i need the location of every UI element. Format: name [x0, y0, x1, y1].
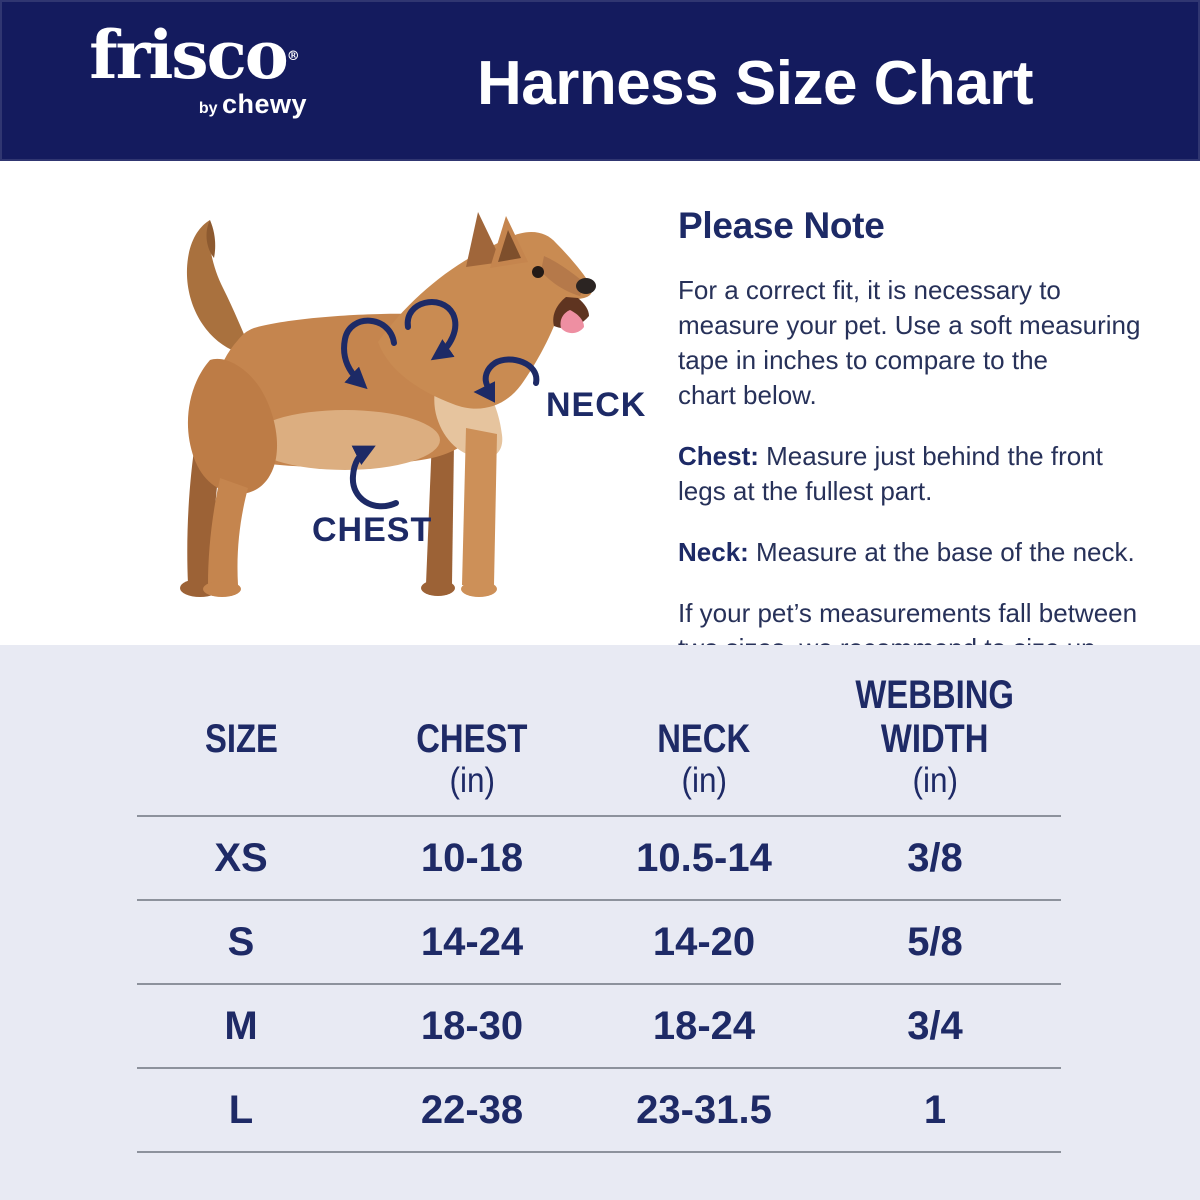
column-header-webbing-width: WEBBING WIDTH (in) — [855, 673, 1015, 800]
cell-neck: 10.5-14 — [636, 835, 772, 880]
cell-webbing: 3/4 — [907, 1003, 963, 1048]
column-header-chest: CHEST (in) — [416, 717, 528, 800]
table-row-m: M 18-30 18-24 3/4 — [137, 983, 1061, 1067]
neck-instruction-text: Measure at the base of the neck. — [748, 537, 1135, 567]
note-intro: For a correct fit, it is necessary to me… — [678, 275, 1141, 410]
neck-instruction-label: Neck: — [678, 537, 749, 567]
table-row-l: L 22-38 23-31.5 1 — [137, 1067, 1061, 1151]
table-row-s: S 14-24 14-20 5/8 — [137, 899, 1061, 983]
note-heading: Please Note — [678, 205, 885, 246]
cell-size: XS — [214, 835, 268, 880]
cell-size: M — [224, 1003, 258, 1048]
size-chart-section: SIZE CHEST (in) NECK (in) WEBBING WIDTH … — [0, 645, 1200, 1200]
header-banner: frisco® by chewy Harness Size Chart — [0, 0, 1200, 161]
cell-neck: 18-24 — [652, 1003, 756, 1048]
frisco-wordmark: frisco® — [72, 22, 317, 88]
neck-label: NECK — [546, 386, 647, 424]
cell-size: S — [227, 919, 255, 964]
chewy-wordmark: chewy — [221, 89, 307, 119]
table-header-row: SIZE CHEST (in) NECK (in) WEBBING WIDTH … — [137, 645, 1061, 815]
cell-chest: 18-30 — [420, 1003, 524, 1048]
chest-instruction-text: Measure just behind the front legs at th… — [678, 441, 1103, 506]
page-title: Harness Size Chart — [476, 49, 1034, 118]
cell-webbing: 5/8 — [907, 919, 963, 964]
chest-label: CHEST — [312, 511, 433, 549]
chest-instruction: Chest: Measure just behind the front leg… — [678, 439, 1183, 509]
byline-by-text: by — [198, 100, 218, 117]
size-chart-table: SIZE CHEST (in) NECK (in) WEBBING WIDTH … — [137, 645, 1061, 1153]
cell-neck: 23-31.5 — [636, 1087, 772, 1132]
chest-instruction-label: Chest: — [678, 441, 759, 471]
cell-neck: 14-20 — [652, 919, 756, 964]
registered-mark: ® — [286, 49, 300, 64]
please-note-panel: Please Note For a correct fit, it is nec… — [678, 205, 1183, 692]
cell-chest: 10-18 — [420, 835, 524, 880]
brand-logo: frisco® by chewy — [72, 22, 317, 120]
measuring-guide-section: NECK CHEST Please Note For a correct fit… — [0, 161, 1200, 663]
chewy-byline: by chewy — [72, 89, 317, 120]
cell-size: L — [228, 1087, 254, 1132]
column-header-neck: NECK (in) — [657, 717, 751, 800]
column-header-size: SIZE — [204, 717, 278, 761]
cell-chest: 22-38 — [420, 1087, 524, 1132]
neck-instruction: Neck: Measure at the base of the neck. — [678, 535, 1183, 570]
table-body: XS 10-18 10.5-14 3/8 S 14-24 14-20 5/8 M… — [137, 815, 1061, 1153]
cell-chest: 14-24 — [420, 919, 524, 964]
cell-webbing: 1 — [923, 1087, 947, 1132]
frisco-text: frisco — [89, 16, 289, 94]
cell-webbing: 3/8 — [907, 835, 963, 880]
table-row-xs: XS 10-18 10.5-14 3/8 — [137, 815, 1061, 899]
